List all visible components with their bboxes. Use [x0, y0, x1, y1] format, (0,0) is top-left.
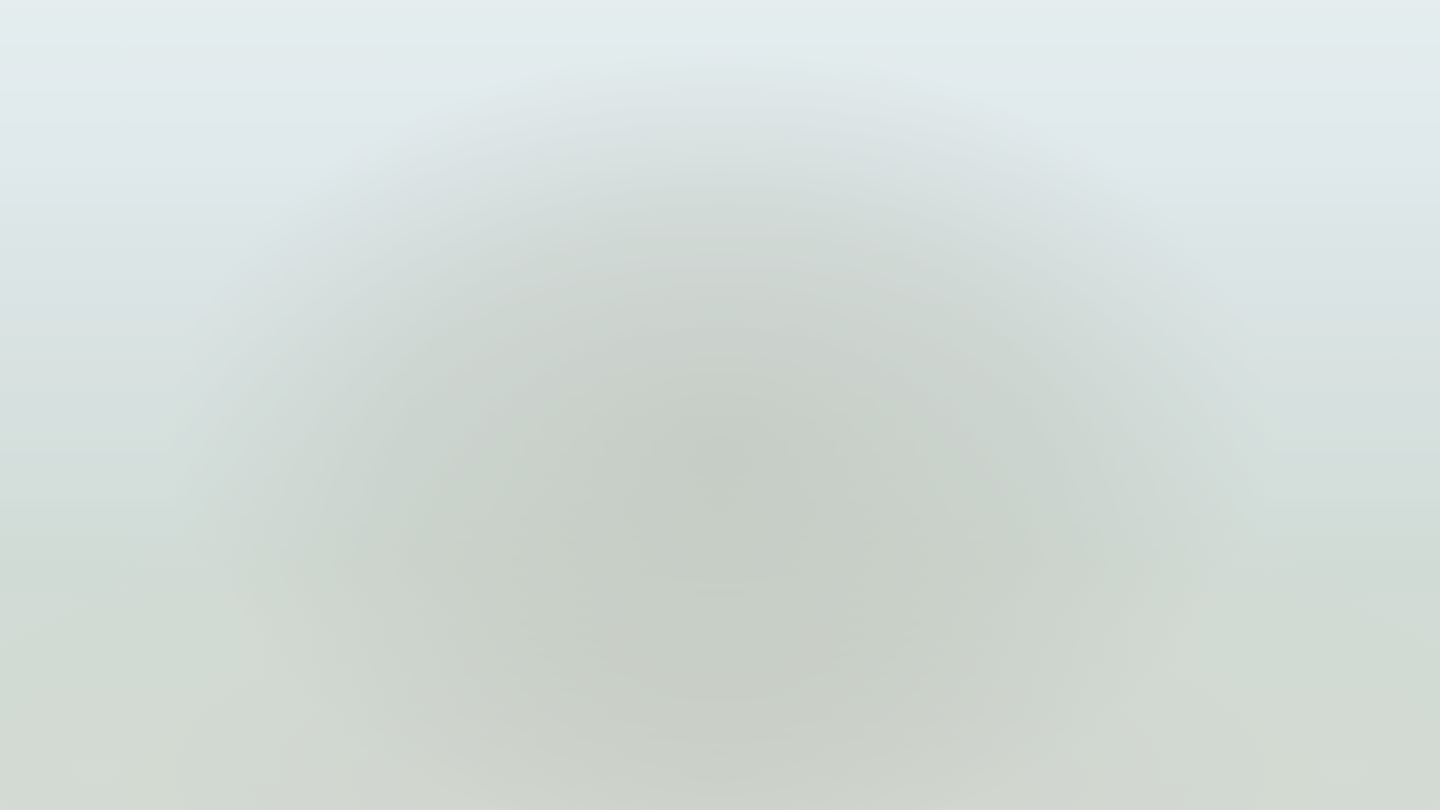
background-mountain	[0, 0, 1440, 810]
